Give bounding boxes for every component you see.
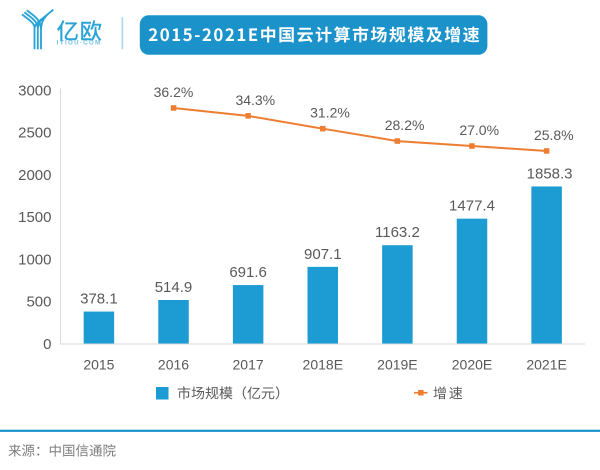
svg-text:27.0%: 27.0%	[459, 122, 499, 138]
svg-text:1477.4: 1477.4	[449, 198, 495, 215]
svg-text:3000: 3000	[18, 82, 51, 99]
svg-text:2020E: 2020E	[452, 357, 492, 373]
svg-text:2019E: 2019E	[377, 357, 417, 373]
svg-text:31.2%: 31.2%	[310, 105, 350, 121]
svg-text:514.9: 514.9	[155, 279, 193, 296]
svg-text:2017: 2017	[233, 357, 264, 373]
svg-text:2018E: 2018E	[303, 357, 343, 373]
svg-text:34.3%: 34.3%	[235, 92, 275, 108]
svg-text:907.1: 907.1	[304, 246, 342, 263]
svg-text:691.6: 691.6	[229, 264, 267, 281]
svg-text:IYIOU·COM: IYIOU·COM	[57, 39, 102, 46]
svg-text:500: 500	[26, 294, 51, 311]
svg-text:36.2%: 36.2%	[154, 84, 194, 100]
svg-text:28.2%: 28.2%	[385, 117, 425, 133]
svg-text:25.8%: 25.8%	[534, 127, 574, 143]
svg-text:378.1: 378.1	[80, 291, 118, 308]
svg-text:1000: 1000	[18, 251, 51, 268]
svg-text:2015: 2015	[83, 357, 114, 373]
svg-text:2016: 2016	[158, 357, 189, 373]
svg-text:2500: 2500	[18, 125, 51, 142]
svg-text:1858.3: 1858.3	[527, 166, 573, 183]
svg-text:2000: 2000	[18, 167, 51, 184]
svg-text:0: 0	[43, 336, 51, 353]
svg-text:2021E: 2021E	[526, 357, 566, 373]
svg-text:1163.2: 1163.2	[375, 224, 420, 241]
svg-text:1500: 1500	[18, 209, 51, 226]
